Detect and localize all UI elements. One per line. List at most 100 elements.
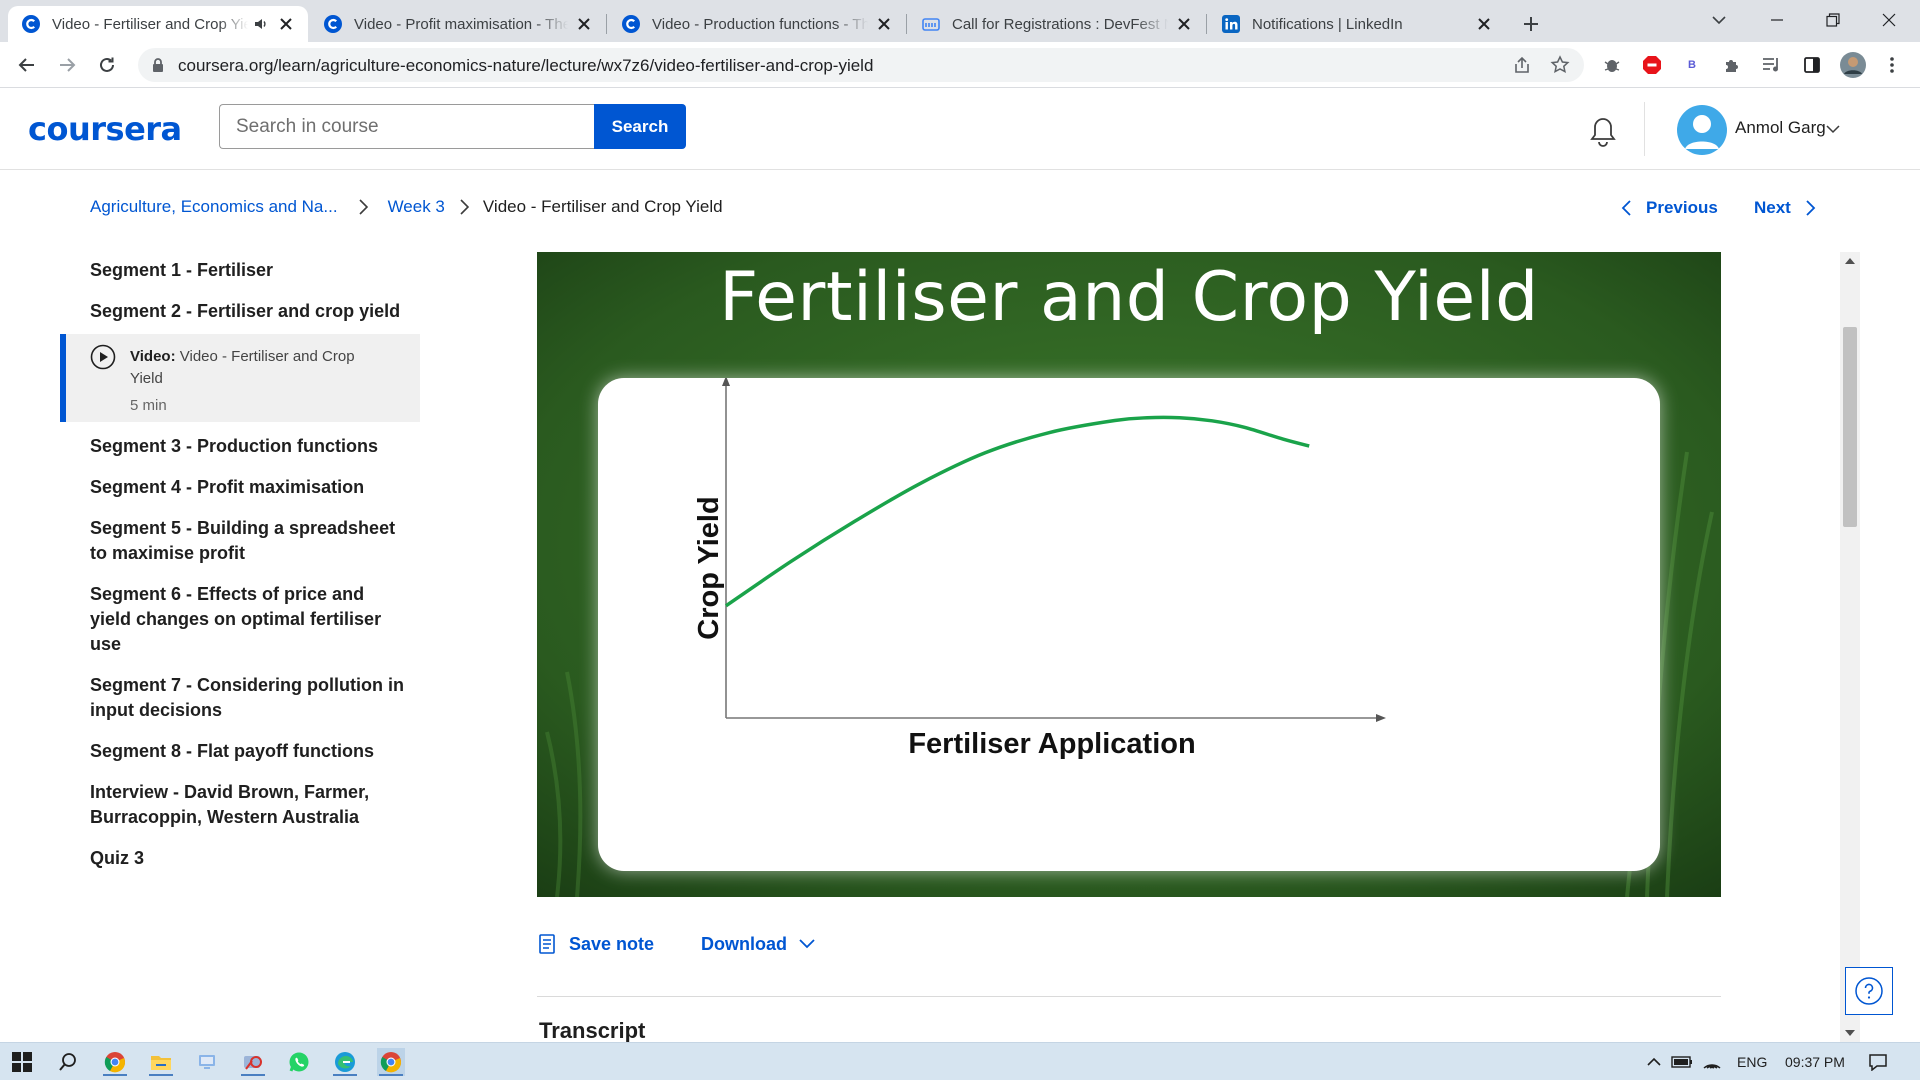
chart-x-axis-arrow (1376, 714, 1386, 722)
browser-tab[interactable]: Video - Production functions - Th (608, 6, 906, 42)
minimize-button[interactable] (1752, 0, 1802, 40)
download-button[interactable]: Download (701, 930, 815, 958)
bookmark-star-icon[interactable] (1550, 55, 1570, 75)
extension-adblock-icon[interactable] (1642, 55, 1662, 75)
browser-menu-icon[interactable] (1882, 55, 1902, 75)
sidebar-item-active-video[interactable]: Video: Video - Fertiliser and Crop Yield… (60, 334, 420, 422)
active-item-name: Video - Fertiliser and Crop Yield (130, 348, 355, 387)
battery-icon[interactable] (1668, 1048, 1696, 1076)
active-item-duration: 5 min (130, 397, 167, 414)
taskbar-chrome-icon[interactable] (101, 1048, 129, 1076)
extension-b-icon[interactable]: B (1682, 55, 1702, 75)
sidebar-item[interactable]: Segment 6 - Effects of price and yield c… (60, 576, 420, 663)
coursera-favicon (622, 15, 640, 33)
taskbar-app-icon[interactable] (193, 1048, 221, 1076)
previous-label: Previous (1646, 198, 1718, 217)
previous-button[interactable]: Previous (1620, 196, 1718, 220)
share-icon[interactable] (1512, 55, 1532, 75)
taskbar-file-explorer-icon[interactable] (147, 1048, 175, 1076)
page-scrollbar[interactable] (1840, 252, 1860, 1042)
scroll-up-arrow-icon[interactable] (1845, 258, 1855, 264)
chart-axes (722, 378, 1386, 722)
taskbar-chrome-active-icon[interactable] (377, 1048, 405, 1076)
sidebar-item-label: Segment 1 - Fertiliser (90, 260, 274, 280)
profile-avatar-icon[interactable] (1839, 51, 1867, 79)
slide-title: Fertiliser and Crop Yield (719, 258, 1539, 337)
user-avatar[interactable] (1677, 105, 1727, 155)
active-item-type: Video: (130, 348, 176, 365)
chevron-right-icon (352, 196, 374, 218)
chevron-down-icon[interactable] (1826, 124, 1840, 134)
active-item-title: Video: Video - Fertiliser and Crop Yield (130, 346, 390, 390)
next-button[interactable]: Next (1754, 196, 1817, 220)
sidebar-item-label: Segment 5 - Building a spreadsheet to ma… (90, 518, 396, 563)
extension-badge-text: B (1688, 59, 1696, 71)
taskbar-running-indicator (149, 1074, 173, 1076)
speaker-icon[interactable] (252, 15, 270, 33)
tab-close-icon[interactable] (276, 14, 296, 34)
reload-button[interactable] (93, 51, 121, 79)
tray-chevron-up-icon[interactable] (1640, 1048, 1668, 1076)
chevron-right-icon (453, 196, 475, 218)
address-bar[interactable]: coursera.org/learn/agriculture-economics… (138, 48, 1584, 82)
tab-title: Notifications | LinkedIn (1252, 15, 1403, 33)
close-window-button[interactable] (1864, 0, 1914, 40)
tab-close-icon[interactable] (1174, 14, 1194, 34)
crop-yield-chart: Fertiliser Application Crop Yield (693, 378, 1386, 760)
scroll-down-arrow-icon[interactable] (1845, 1030, 1855, 1036)
sidebar-item[interactable]: Segment 5 - Building a spreadsheet to ma… (60, 510, 420, 572)
next-label: Next (1754, 198, 1791, 217)
sidebar-item[interactable]: Quiz 3 (60, 840, 420, 877)
browser-tab[interactable]: Video - Profit maximisation - The (310, 6, 606, 42)
chevron-down-icon (799, 939, 815, 949)
chart-x-axis-label: Fertiliser Application (908, 728, 1195, 760)
clock[interactable]: 09:37 PM (1785, 1054, 1845, 1070)
tab-search-button[interactable] (1694, 0, 1744, 40)
sidebar-item[interactable]: Segment 8 - Flat payoff functions (60, 733, 420, 770)
notification-bell-icon[interactable] (1588, 116, 1618, 148)
search-input[interactable] (219, 104, 595, 149)
sidebar-item[interactable]: Segment 1 - Fertiliser (60, 252, 420, 289)
language-indicator[interactable]: ENG (1737, 1054, 1768, 1070)
breadcrumb-course-link[interactable]: Agriculture, Economics and Na... (90, 197, 338, 216)
tab-close-icon[interactable] (574, 14, 594, 34)
tab-close-icon[interactable] (874, 14, 894, 34)
video-player[interactable]: Fertiliser and Crop Yield Fertiliser App… (537, 252, 1721, 897)
save-note-button[interactable]: Save note (539, 930, 654, 958)
back-button[interactable] (13, 51, 41, 79)
site-header: coursera Search Anmol Garg (0, 88, 1920, 170)
browser-tab[interactable]: Call for Registrations : DevFest N (908, 6, 1206, 42)
tab-separator (606, 14, 607, 34)
taskbar-search-icon[interactable] (54, 1048, 82, 1076)
side-panel-icon[interactable] (1802, 55, 1822, 75)
taskbar-snip-icon[interactable] (239, 1048, 267, 1076)
browser-toolbar: coursera.org/learn/agriculture-economics… (0, 42, 1920, 88)
wifi-icon[interactable] (1698, 1048, 1726, 1076)
help-button[interactable] (1845, 967, 1893, 1015)
media-controls-icon[interactable] (1762, 55, 1782, 75)
windows-start-icon[interactable] (8, 1048, 36, 1076)
note-icon (539, 934, 555, 954)
scrollbar-thumb[interactable] (1843, 327, 1857, 527)
extensions-puzzle-icon[interactable] (1722, 55, 1742, 75)
forward-button[interactable] (53, 51, 81, 79)
restore-button[interactable] (1808, 0, 1858, 40)
taskbar-whatsapp-icon[interactable] (285, 1048, 313, 1076)
browser-tab-active[interactable]: Video - Fertiliser and Crop Yield (8, 6, 308, 42)
coursera-logo[interactable]: coursera (28, 110, 182, 148)
breadcrumb-week-link[interactable]: Week 3 (387, 197, 445, 216)
taskbar-edge-icon[interactable] (331, 1048, 359, 1076)
sidebar-item[interactable]: Segment 4 - Profit maximisation (60, 469, 420, 506)
sidebar-item[interactable]: Segment 7 - Considering pollution in inp… (60, 667, 420, 729)
coursera-favicon (22, 15, 40, 33)
user-name[interactable]: Anmol Garg (1735, 118, 1826, 137)
tab-close-icon[interactable] (1474, 14, 1494, 34)
search-button[interactable]: Search (594, 104, 686, 149)
notifications-icon[interactable] (1864, 1048, 1892, 1076)
extension-bug-icon[interactable] (1602, 55, 1622, 75)
sidebar-item[interactable]: Segment 2 - Fertiliser and crop yield (60, 293, 420, 330)
sidebar-item[interactable]: Interview - David Brown, Farmer, Burraco… (60, 774, 420, 836)
new-tab-button[interactable] (1516, 9, 1546, 39)
browser-tab[interactable]: Notifications | LinkedIn (1208, 6, 1506, 42)
sidebar-item[interactable]: Segment 3 - Production functions (60, 428, 420, 465)
